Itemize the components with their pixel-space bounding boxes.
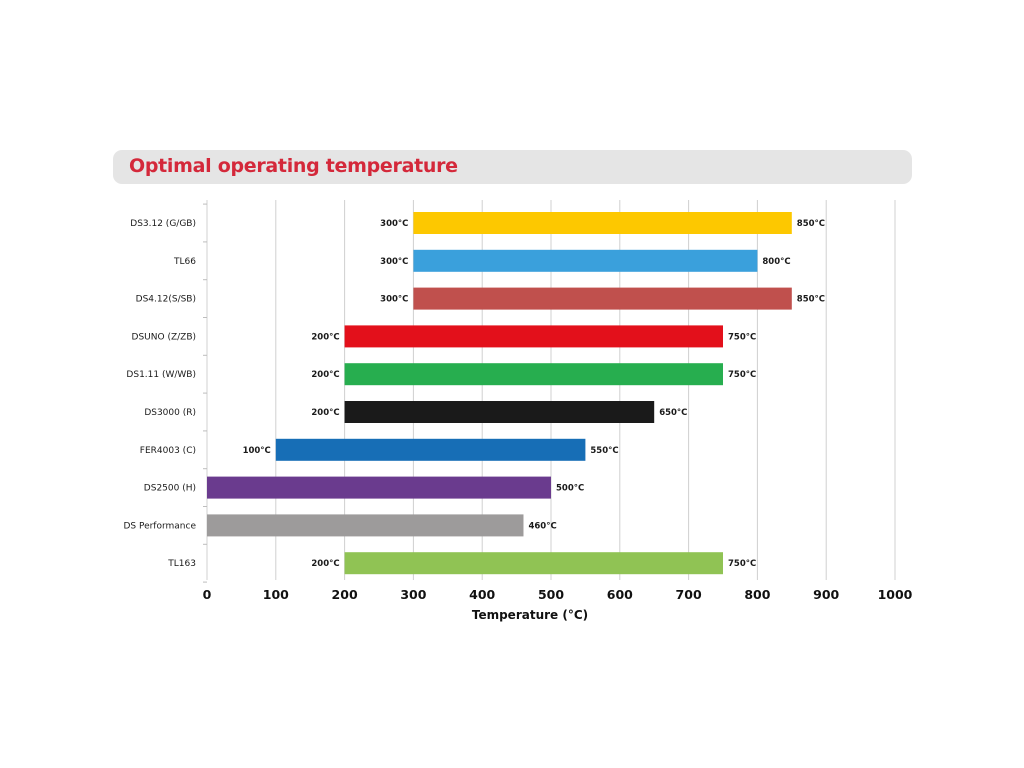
category-label: DS4.12(S/SB) — [136, 295, 196, 305]
end-value-label: 800°C — [762, 257, 790, 267]
chart-title-bar: Optimal operating temperature — [113, 150, 912, 184]
value-labels: 300°C 850°C 300°C 800°C 300°C 850°C 200°C 750°C… — [243, 219, 825, 569]
x-tick-label: 700 — [676, 587, 702, 602]
bar — [275, 438, 586, 461]
bar — [413, 287, 792, 310]
bar — [344, 552, 723, 575]
start-value-label: 200°C — [311, 559, 339, 569]
end-value-label: 750°C — [728, 559, 756, 569]
end-value-label: 500°C — [556, 484, 584, 494]
chart-title: Optimal operating temperature — [129, 155, 458, 177]
x-tick-label: 300 — [400, 587, 426, 602]
x-tick-label: 400 — [469, 587, 495, 602]
start-value-label: 200°C — [311, 332, 339, 342]
x-tick-label: 600 — [607, 587, 633, 602]
end-value-label: 750°C — [728, 370, 756, 380]
end-value-label: 850°C — [797, 295, 825, 305]
end-value-label: 550°C — [590, 446, 618, 456]
bar — [344, 401, 655, 423]
start-value-label: 200°C — [311, 408, 339, 418]
x-tick-label: 800 — [744, 587, 770, 602]
x-tick-label: 900 — [813, 587, 839, 602]
bar — [344, 363, 723, 386]
category-label: TL163 — [167, 559, 196, 569]
x-axis-title: Temperature (°C) — [472, 608, 588, 622]
category-label: DS Performance — [123, 521, 196, 531]
category-label: TL66 — [173, 257, 196, 267]
bar — [413, 212, 792, 234]
end-value-label: 850°C — [797, 219, 825, 229]
category-label: DS1.11 (W/WB) — [126, 370, 196, 380]
x-tick-label: 1000 — [878, 587, 913, 602]
x-tick-label: 0 — [203, 587, 212, 602]
x-tick-label: 500 — [538, 587, 564, 602]
bar — [413, 249, 758, 272]
start-value-label: 300°C — [380, 219, 408, 229]
start-value-label: 300°C — [380, 257, 408, 267]
end-value-label: 460°C — [528, 521, 556, 531]
category-label: DSUNO (Z/ZB) — [132, 332, 196, 342]
start-value-label: 200°C — [311, 370, 339, 380]
category-labels: DS3.12 (G/GB) TL66 DS4.12(S/SB) DSUNO (Z/ZB… — [123, 219, 196, 569]
x-tick-label: 200 — [332, 587, 358, 602]
category-label: DS3000 (R) — [144, 408, 196, 418]
start-value-label: 300°C — [380, 295, 408, 305]
end-value-label: 650°C — [659, 408, 687, 418]
category-label: FER4003 (C) — [140, 446, 196, 456]
start-value-label: 100°C — [243, 446, 271, 456]
bar — [207, 514, 524, 537]
bar — [207, 476, 551, 499]
x-tick-label: 100 — [263, 587, 289, 602]
end-value-label: 750°C — [728, 332, 756, 342]
x-axis-ticks: 0 100 200 300 400 500 600 700 800 900 1000 — [203, 587, 913, 602]
category-label: DS3.12 (G/GB) — [130, 219, 196, 229]
bar — [344, 325, 723, 348]
category-label: DS2500 (H) — [144, 484, 196, 494]
bars — [207, 212, 792, 575]
